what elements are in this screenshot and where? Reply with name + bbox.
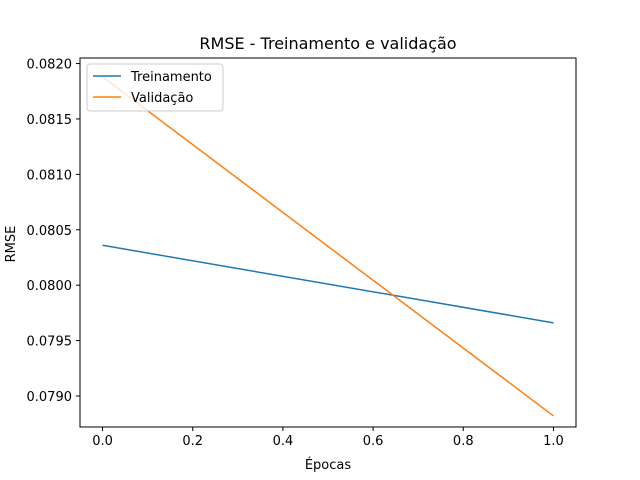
y-tick-label: 0.0800 [27,279,73,294]
x-tick-label: 0.4 [273,434,294,449]
series-line-validacao [102,76,554,417]
y-tick-label: 0.0815 [27,113,73,128]
y-tick-label: 0.0820 [27,58,73,73]
series-lines [102,76,554,417]
y-axis-label: RMSE [4,226,19,263]
x-tick-label: 1.0 [543,434,564,449]
x-axis-label: Épocas [305,457,352,473]
plot-frame [79,57,577,428]
series-line-treinamento [102,244,554,324]
y-tick-label: 0.0795 [27,335,73,350]
x-tick-label: 0.0 [92,434,113,449]
y-tick-label: 0.0810 [27,168,73,183]
legend: Treinamento Validação [86,63,224,112]
y-tick-label: 0.0805 [27,224,73,239]
y-axis-ticks: 0.0790 0.0795 0.0800 0.0805 0.0810 0.0815 0.08… [27,58,80,405]
y-tick-label: 0.0790 [27,390,73,405]
x-tick-label: 0.8 [453,434,474,449]
x-axis-ticks: 0.0 0.2 0.4 0.6 0.8 1.0 [92,427,564,449]
x-tick-label: 0.2 [182,434,203,449]
legend-entry-label: Treinamento [130,70,212,85]
chart-title: RMSE - Treinamento e validação [199,34,456,53]
x-tick-label: 0.6 [363,434,384,449]
legend-entry-label: Validação [131,91,193,106]
